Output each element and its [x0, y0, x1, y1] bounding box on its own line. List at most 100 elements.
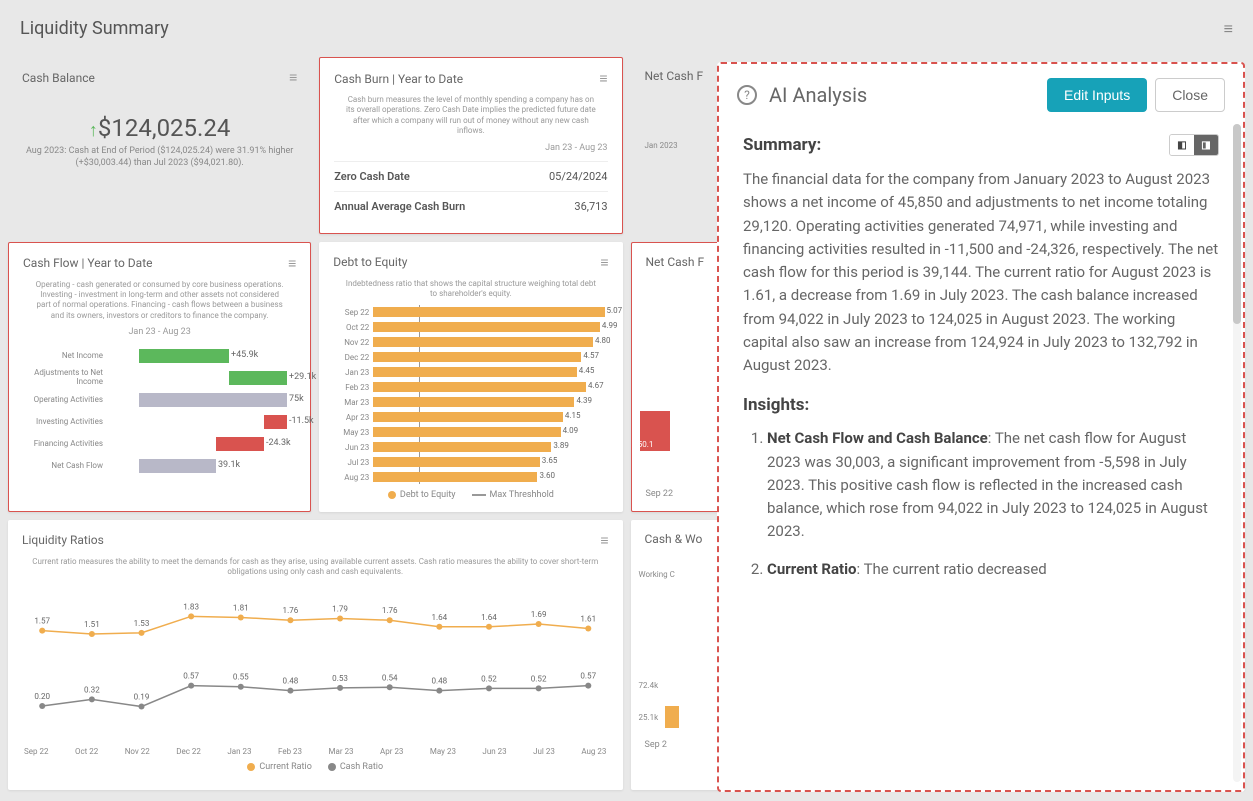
dte-bar	[373, 367, 577, 377]
question-icon[interactable]: ?	[737, 85, 757, 105]
wf-bar	[139, 349, 229, 363]
current-label: 1.83	[183, 603, 199, 612]
card-title: Debt to Equity	[333, 255, 407, 269]
cash-label: 0.48	[283, 677, 299, 686]
card-menu-icon[interactable]: ≡	[600, 532, 608, 549]
card-desc: Current ratio measures the ability to me…	[22, 557, 609, 578]
dte-bar	[373, 352, 581, 362]
dte-label: Apr 23	[337, 413, 373, 422]
cash-bar	[665, 706, 679, 728]
card-liquidity-ratios: Liquidity Ratios ≡ Current ratio measure…	[8, 520, 623, 790]
card-menu-icon[interactable]: ≡	[289, 69, 297, 86]
current-point	[188, 614, 194, 620]
current-label: 1.64	[481, 613, 497, 622]
close-button[interactable]: Close	[1155, 78, 1225, 112]
page-title: Liquidity Summary	[20, 18, 169, 39]
cash-line	[42, 686, 588, 707]
wf-label: Adjustments to Net Income	[29, 369, 109, 387]
summary-text: The financial data for the company from …	[743, 168, 1219, 377]
cash-point	[486, 686, 492, 692]
cash-label: 0.48	[431, 677, 447, 686]
cash-label: 0.57	[580, 672, 596, 681]
current-label: 1.76	[283, 607, 299, 616]
view-right-icon[interactable]: ◨	[1194, 135, 1218, 155]
x-axis-label: Oct 22	[75, 747, 98, 756]
card-menu-icon[interactable]: ≡	[600, 254, 608, 271]
dte-value: 4.45	[579, 366, 595, 375]
current-label: 1.64	[431, 613, 447, 622]
cash-point	[337, 685, 343, 691]
edit-inputs-button[interactable]: Edit Inputs	[1047, 78, 1147, 112]
current-point	[585, 626, 591, 632]
dte-label: Jun 23	[337, 443, 373, 452]
card-menu-icon[interactable]: ≡	[599, 70, 607, 87]
dte-label: Sep 22	[337, 308, 373, 317]
card-title: Net Cash F	[645, 69, 704, 83]
current-label: 1.79	[332, 605, 348, 614]
summary-heading: Summary: ◧ ◨	[743, 134, 1219, 156]
wf-value: -24.3k	[266, 438, 291, 448]
current-point	[89, 631, 95, 637]
cash-label: 0.32	[84, 686, 100, 695]
x-axis-label: Apr 23	[380, 747, 403, 756]
cash-label: 0.55	[233, 673, 249, 682]
x-axis-label: Jun 23	[482, 747, 506, 756]
cash-point	[387, 685, 393, 691]
current-point	[486, 624, 492, 630]
cash-label: 0.20	[34, 692, 50, 701]
cash-balance-subtitle: Aug 2023: Cash at End of Period ($124,02…	[22, 146, 297, 169]
wf-value: 75k	[289, 394, 304, 404]
dte-bar	[373, 412, 563, 422]
card-title: Net Cash F	[646, 255, 705, 269]
cash-point	[436, 688, 442, 694]
current-line	[42, 617, 588, 635]
x-axis-label: Dec 22	[176, 747, 201, 756]
ai-panel-body[interactable]: Summary: ◧ ◨ The financial data for the …	[719, 126, 1243, 790]
dte-bar	[373, 322, 600, 332]
header-menu-icon[interactable]: ≡	[1224, 19, 1233, 39]
card-cash-balance: Cash Balance ≡ ↑$124,025.24 Aug 2023: Ca…	[8, 57, 311, 234]
current-point	[138, 630, 144, 636]
wf-value: +45.9k	[231, 350, 258, 360]
dte-value: 4.39	[576, 396, 592, 405]
card-title: Liquidity Ratios	[22, 533, 104, 547]
cash-point	[138, 704, 144, 710]
card-cash-flow-ytd: Cash Flow | Year to Date ≡ Operating - c…	[8, 242, 311, 512]
dte-bar	[373, 382, 586, 392]
current-point	[287, 618, 293, 624]
dte-label: Oct 22	[337, 323, 373, 332]
x-axis-label: Feb 23	[278, 747, 302, 756]
cash-label: 0.57	[183, 672, 199, 681]
card-title: Cash Flow | Year to Date	[23, 256, 153, 270]
legend-item: Cash Ratio	[328, 762, 383, 772]
current-label: 1.69	[531, 610, 547, 619]
card-menu-icon[interactable]: ≡	[288, 255, 296, 272]
metric-value: 36,713	[574, 200, 607, 213]
period-label: Jan 23 - Aug 23	[334, 143, 607, 153]
dte-bar	[373, 427, 560, 437]
current-point	[387, 618, 393, 624]
card-cash-burn: Cash Burn | Year to Date ≡ Cash burn mea…	[319, 57, 622, 234]
dte-value: 4.67	[588, 381, 604, 390]
current-point	[436, 624, 442, 630]
dte-bar	[373, 472, 537, 482]
card-desc: Indebtedness ratio that shows the capita…	[333, 279, 608, 300]
metric-label: Annual Average Cash Burn	[334, 200, 465, 213]
scrollbar-thumb[interactable]	[1233, 124, 1241, 324]
legend-item: Max Threshhold	[472, 490, 554, 500]
scrollbar-track[interactable]	[1233, 124, 1241, 782]
negative-bar: -50.1	[640, 411, 670, 451]
wf-label: Financing Activities	[29, 440, 109, 449]
card-title: Cash Balance	[22, 71, 95, 85]
insight-item: Net Cash Flow and Cash Balance: The net …	[767, 427, 1219, 543]
current-point	[536, 621, 542, 627]
dte-value: 3.89	[553, 441, 569, 450]
dte-value: 4.15	[565, 411, 581, 420]
dte-label: Mar 23	[337, 398, 373, 407]
view-toggle[interactable]: ◧ ◨	[1169, 134, 1219, 156]
view-left-icon[interactable]: ◧	[1170, 135, 1194, 155]
dte-label: Nov 22	[337, 338, 373, 347]
wf-value: +29.1k	[289, 372, 316, 382]
cash-label: 0.19	[134, 693, 150, 702]
cash-point	[585, 683, 591, 689]
